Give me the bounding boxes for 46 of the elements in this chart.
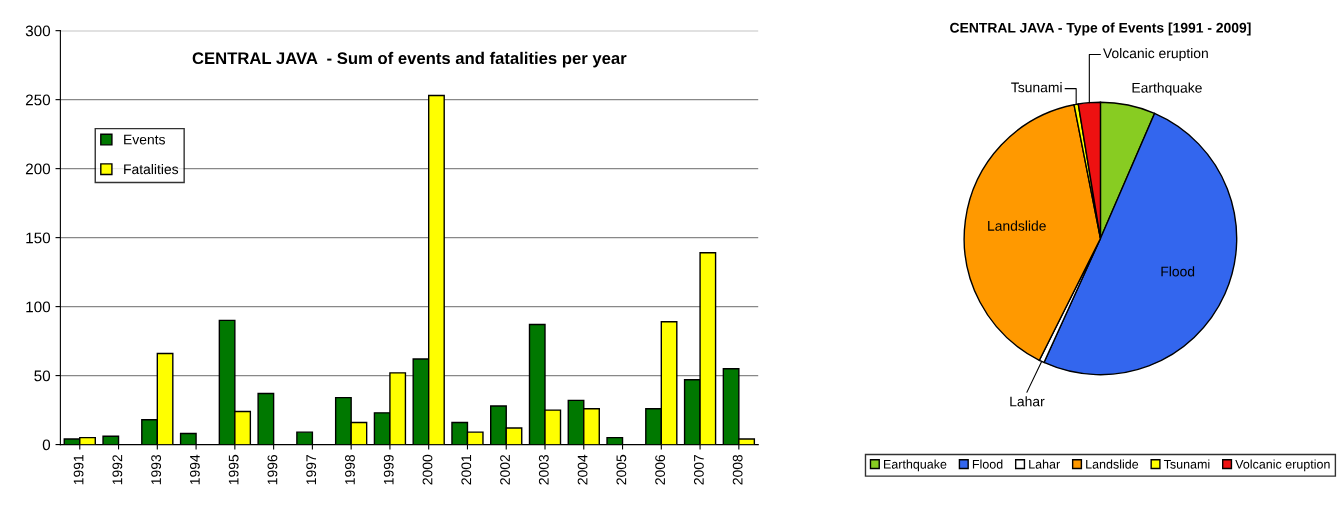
x-tick-label: 1994	[189, 454, 200, 485]
bar	[102, 435, 120, 445]
legend-label: Earthquake	[884, 459, 947, 472]
y-tick-label: 300	[25, 25, 51, 37]
slice-label: Landslide	[988, 220, 1046, 231]
y-tick-label: 200	[25, 163, 51, 175]
slice-label: Tsunami	[1011, 82, 1062, 93]
x-tick-label: 1993	[151, 454, 162, 485]
slice-label: Earthquake	[1132, 82, 1202, 96]
x-tick-label: 2003	[538, 454, 549, 485]
slice-label: Lahar	[1010, 396, 1045, 407]
x-tick-label: 2004	[577, 454, 588, 485]
text: CENTRAL JAVA - Sum of events and fatalities per year	[192, 51, 627, 68]
y-tick-label: 50	[34, 370, 51, 382]
legend-label: Lahar	[1029, 459, 1060, 469]
x-tick-label: 1996	[267, 454, 278, 485]
x-tick-label: 1995	[228, 454, 239, 485]
legend-label: Events	[124, 134, 165, 145]
legend-label: Volcanic eruption	[1235, 459, 1330, 472]
legend-label: Tsunami	[1163, 459, 1210, 469]
bar	[179, 432, 197, 445]
bar	[606, 436, 624, 445]
x-tick-label: 2001	[461, 454, 472, 485]
x-tick-label: 1992	[112, 454, 123, 485]
x-tick-label: 1991	[73, 454, 84, 485]
x-tick-label: 1998	[345, 454, 355, 485]
x-tick-label: 2006	[655, 454, 666, 485]
x-tick-label: 1999	[383, 454, 394, 485]
x-tick-label: 2008	[732, 454, 743, 485]
legend-label: Fatalities	[124, 163, 179, 175]
x-tick-label: 2002	[500, 454, 510, 485]
y-tick-label: 250	[25, 94, 51, 106]
x-tick-label: 2000	[422, 454, 433, 485]
x-tick-label: 1997	[306, 454, 317, 485]
x-tick-label: 2007	[693, 454, 704, 485]
legend-label: Flood	[972, 459, 1003, 469]
chart-title: CENTRAL JAVA - Type of Events [1991 - 2009]	[950, 22, 1251, 36]
bar	[257, 392, 275, 445]
y-tick-label: 100	[26, 301, 51, 313]
y-tick-label: 150	[26, 232, 51, 244]
legend-label: Landslide	[1086, 459, 1139, 469]
y-tick-label: 0	[42, 439, 51, 451]
bar	[296, 431, 314, 445]
x-tick-label: 2005	[616, 454, 627, 485]
slice-label: Flood	[1161, 266, 1195, 277]
slice-label: Volcanic eruption	[1103, 48, 1208, 61]
